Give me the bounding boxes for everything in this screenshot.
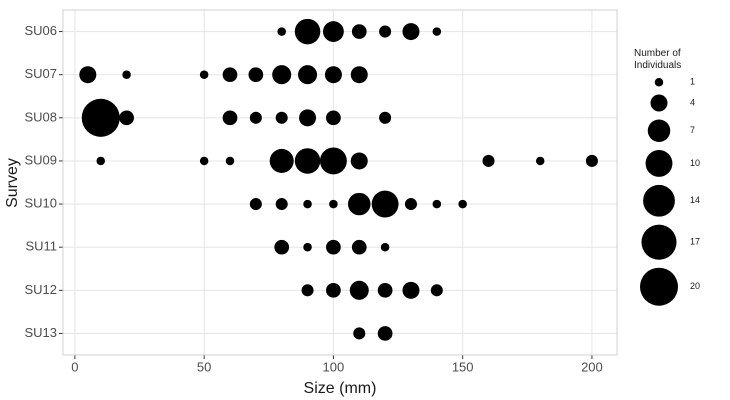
bubble	[353, 327, 366, 340]
bubble	[79, 66, 97, 84]
bubble	[324, 66, 342, 84]
bubble	[432, 27, 442, 36]
y-tick-label: SU06	[24, 23, 57, 38]
legend-bubble	[654, 78, 664, 87]
bubble	[379, 111, 392, 124]
bubble	[81, 98, 120, 137]
x-tick-label: 100	[323, 359, 345, 374]
bubble	[272, 65, 292, 85]
x-axis-title: Size (mm)	[304, 380, 377, 397]
bubble	[351, 24, 367, 39]
bubble	[299, 109, 317, 127]
bubble	[298, 65, 318, 85]
y-tick-label: SU12	[24, 282, 57, 297]
bubble	[222, 110, 238, 126]
bubble	[249, 111, 262, 124]
bubble	[303, 242, 312, 252]
panel	[63, 10, 617, 355]
bubble	[404, 198, 417, 211]
bubble	[322, 21, 344, 42]
legend-label: 4	[690, 97, 695, 107]
bubble	[119, 110, 134, 126]
bubble	[458, 199, 467, 209]
bubble	[432, 199, 442, 209]
bubble	[199, 70, 209, 79]
bubble	[326, 282, 341, 298]
panel-border	[62, 9, 618, 356]
bubble	[199, 156, 209, 166]
bubble	[326, 110, 341, 126]
bubble	[350, 152, 368, 170]
bubble	[482, 154, 495, 167]
bubble	[348, 192, 371, 216]
bubble	[377, 326, 393, 341]
bubble	[585, 154, 598, 167]
bubble	[430, 284, 443, 297]
bubble	[274, 239, 290, 255]
bubble	[301, 284, 314, 297]
x-tick-label: 50	[197, 359, 211, 374]
legend-label: 10	[690, 158, 700, 168]
legend-label: 7	[690, 125, 695, 135]
bubble	[319, 147, 347, 175]
bubble	[303, 199, 312, 209]
bubble	[275, 198, 288, 211]
legend-bubble	[639, 267, 679, 306]
bubble	[294, 18, 321, 45]
legend-label: 20	[690, 281, 700, 291]
legend-label: 14	[690, 195, 700, 205]
y-tick-label: SU09	[24, 152, 57, 167]
legend-label: 17	[690, 237, 700, 247]
bubble	[275, 111, 288, 124]
bubble	[248, 67, 264, 83]
bubble	[269, 148, 294, 173]
y-tick-label: SU07	[24, 66, 57, 81]
bubble	[294, 148, 321, 174]
x-tick-label: 150	[452, 359, 474, 374]
bubble	[379, 25, 392, 38]
legend-bubble	[641, 224, 677, 260]
bubble	[249, 198, 262, 211]
legend-bubble	[645, 149, 673, 177]
legend-bubble	[643, 184, 675, 217]
bubble	[277, 27, 286, 36]
bubble	[222, 67, 238, 83]
legend-title: Number of Individuals	[634, 48, 682, 71]
legend-bubble	[647, 119, 671, 142]
bubble	[351, 239, 367, 255]
bubble	[122, 70, 131, 79]
bubble	[349, 280, 369, 300]
bubble	[371, 190, 399, 218]
y-axis-title: Survey	[4, 158, 21, 208]
x-tick-label: 200	[581, 359, 603, 374]
bubble	[326, 239, 341, 255]
bubble	[535, 156, 545, 166]
bubble	[96, 156, 105, 166]
y-tick-label: SU13	[24, 325, 57, 340]
y-tick-label: SU11	[25, 239, 57, 254]
legend-bubble	[650, 94, 668, 112]
x-tick-label: 0	[71, 359, 78, 374]
bubble	[350, 66, 368, 84]
bubble	[377, 282, 393, 298]
bubble	[380, 242, 390, 252]
bubble	[402, 281, 420, 299]
bubble	[329, 199, 338, 209]
bubble	[402, 23, 420, 41]
bubble	[225, 156, 235, 166]
legend-label: 1	[690, 77, 695, 87]
y-tick-label: SU08	[24, 109, 57, 124]
y-tick-label: SU10	[24, 196, 57, 211]
